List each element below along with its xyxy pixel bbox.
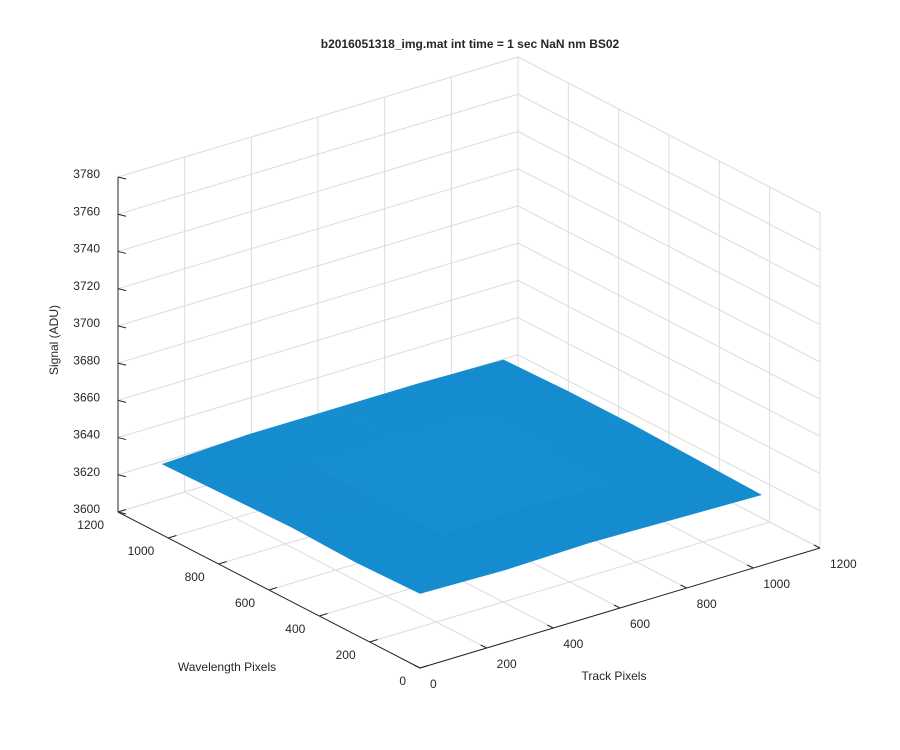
x-tick-label: 800 — [697, 597, 717, 611]
x-tick — [813, 544, 821, 549]
y-tick-label: 600 — [235, 596, 255, 610]
y-tick — [117, 509, 127, 513]
y-tick — [369, 639, 378, 643]
x-tick — [613, 604, 621, 609]
y-tick-label: 0 — [399, 674, 406, 688]
x-tick-label: 400 — [563, 637, 583, 651]
y-tick — [268, 587, 278, 591]
z-tick-label: 3700 — [73, 316, 100, 330]
z-tick-label: 3640 — [73, 428, 100, 442]
x-tick-label: 0 — [430, 677, 437, 691]
x-tick — [413, 664, 421, 669]
z-tick — [117, 325, 127, 329]
surface-cell — [354, 534, 506, 594]
z-tick-label: 3660 — [73, 391, 100, 405]
chart-title: b2016051318_img.mat int time = 1 sec NaN… — [321, 37, 620, 51]
z-tick — [117, 399, 127, 403]
z-tick — [117, 250, 127, 254]
y-tick — [419, 665, 429, 669]
z-axis-label: Signal (ADU) — [47, 305, 61, 375]
y-axis-label: Wavelength Pixels — [178, 660, 276, 674]
x-tick — [547, 624, 554, 629]
z-tick-label: 3740 — [73, 242, 100, 256]
x-tick — [747, 564, 754, 569]
x-tick-label: 1000 — [763, 577, 790, 591]
y-tick-label: 800 — [185, 570, 205, 584]
z-tick-label: 3720 — [73, 279, 100, 293]
x-tick-label: 600 — [630, 617, 650, 631]
x-tick — [680, 584, 687, 589]
z-tick — [117, 213, 127, 217]
z-tick — [117, 176, 127, 180]
y-tick-label: 1000 — [128, 544, 155, 558]
y-tick — [168, 535, 177, 539]
z-tick — [117, 511, 127, 515]
x-axis-label: Track Pixels — [582, 669, 647, 683]
y-tick-label: 200 — [336, 648, 356, 662]
x-tick — [480, 644, 487, 649]
y-tick — [319, 613, 328, 617]
z-tick — [117, 474, 127, 478]
x-tick-label: 1200 — [830, 557, 857, 571]
z-tick — [117, 362, 127, 366]
z-tick-label: 3620 — [73, 465, 100, 479]
y-tick-label: 1200 — [77, 518, 104, 532]
grid-line — [369, 521, 770, 643]
y-tick — [218, 561, 227, 565]
z-tick-label: 3600 — [73, 502, 100, 516]
z-tick-label: 3680 — [73, 353, 100, 367]
z-tick-label: 3780 — [73, 167, 100, 181]
z-tick-label: 3760 — [73, 204, 100, 218]
z-tick — [117, 437, 127, 441]
y-tick-label: 400 — [285, 622, 305, 636]
x-tick-label: 200 — [497, 657, 517, 671]
z-tick — [117, 288, 127, 292]
